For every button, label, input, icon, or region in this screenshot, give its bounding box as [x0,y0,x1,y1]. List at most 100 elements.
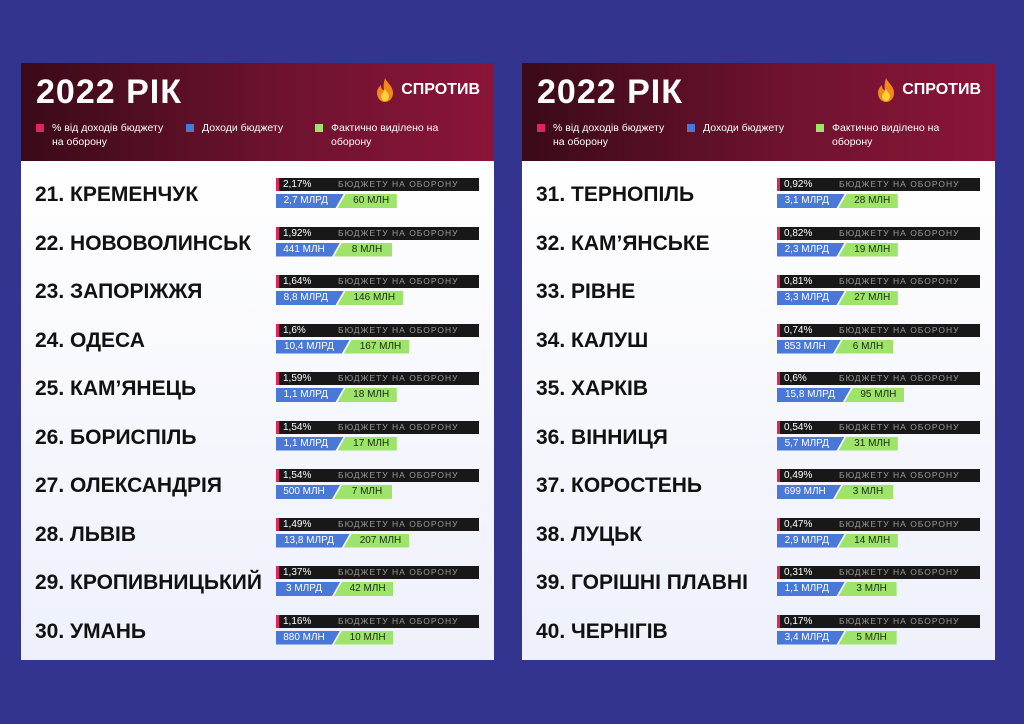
pct-marker [276,566,279,579]
income-bar: 1,1 МЛРД [276,437,344,451]
income-bar: 2,9 МЛРД [777,534,845,548]
defense-value: 167 МЛН [359,340,402,352]
budget-bars: 0,82% БЮДЖЕТУ НА ОБОРОНУ 2,3 МЛРД 19 МЛН [777,226,982,263]
budget-bars: 0,54% БЮДЖЕТУ НА ОБОРОНУ 5,7 МЛРД 31 МЛН [777,420,982,457]
defense-bar: 31 МЛН [838,436,898,451]
income-value: 5,7 МЛРД [784,437,829,449]
defense-bar: 8 МЛН [334,242,392,257]
brand-logo: СПРОТИВ [374,77,480,103]
defense-bar: 14 МЛН [838,533,898,548]
pct-bar-label: БЮДЖЕТУ НА ОБОРОНУ [839,470,960,480]
defense-value: 8 МЛН [351,243,383,255]
defense-value: 10 МЛН [349,631,386,643]
table-row: 31. ТЕРНОПІЛЬ 0,92% БЮДЖЕТУ НА ОБОРОНУ 3,1 … [522,178,995,222]
pct-marker [777,323,780,337]
pct-bar: 2,17% БЮДЖЕТУ НА ОБОРОНУ [276,178,479,191]
table-row: 21. КРЕМЕНЧУК 2,17% БЮДЖЕТУ НА ОБОРОНУ 2,7 … [21,178,494,222]
pct-marker [777,420,780,434]
defense-value: 31 МЛН [854,437,891,449]
legend-pct: % від доходів бюджету на оборону [36,121,176,149]
defense-value: 95 МЛН [860,389,897,400]
pct-value: 2,17% [283,179,312,190]
pct-bar: 0,92% БЮДЖЕТУ НА ОБОРОНУ [777,178,980,191]
legend-pct-label: % від доходів бюджету на оборону [553,122,665,148]
legend-pct-swatch [36,124,44,132]
pct-marker [276,178,279,191]
city-name: 39. ГОРІШНІ ПЛАВНІ [536,571,748,594]
table-row: 32. КАМ’ЯНСЬКЕ 0,82% БЮДЖЕТУ НА ОБОРОНУ 2,3… [522,226,995,271]
pct-marker [276,614,279,628]
budget-bars: 1,6% БЮДЖЕТУ НА ОБОРОНУ 10,4 МЛРД 167 МЛН [276,323,481,360]
income-value: 2,3 МЛРД [784,243,829,255]
table-row: 38. ЛУЦЬК 0,47% БЮДЖЕТУ НА ОБОРОНУ 2,9 МЛРД… [522,517,995,562]
pct-value: 0,49% [784,470,813,481]
budget-bars: 0,92% БЮДЖЕТУ НА ОБОРОНУ 3,1 МЛРД 28 МЛН [777,178,982,214]
city-name: 35. ХАРКІВ [536,377,649,400]
pct-bar-label: БЮДЖЕТУ НА ОБОРОНУ [839,421,960,432]
income-bar: 2,7 МЛРД [276,194,344,208]
budget-bars: 0,6% БЮДЖЕТУ НА ОБОРОНУ 15,8 МЛРД 95 МЛН [777,372,982,408]
table-row: 27. ОЛЕКСАНДРІЯ 1,54% БЮДЖЕТУ НА ОБОРОНУ 50… [21,469,494,513]
income-bar: 500 МЛН [276,485,340,499]
pct-bar-label: БЮДЖЕТУ НА ОБОРОНУ [839,227,960,238]
pct-value: 0,47% [784,518,813,530]
budget-bars: 0,81% БЮДЖЕТУ НА ОБОРОНУ 3,3 МЛРД 27 МЛН [777,275,982,311]
defense-bar: 6 МЛН [835,339,893,354]
budget-bars: 1,54% БЮДЖЕТУ НА ОБОРОНУ 1,1 МЛРД 17 МЛН [276,420,481,457]
defense-value: 19 МЛН [854,243,891,255]
income-value: 8,8 МЛРД [283,292,328,303]
budget-bars: 0,17% БЮДЖЕТУ НА ОБОРОНУ 3,4 МЛРД 5 МЛН [777,614,982,651]
table-row: 33. РІВНЕ 0,81% БЮДЖЕТУ НА ОБОРОНУ 3,3 МЛРД… [522,275,995,319]
income-bar: 8,8 МЛРД [276,291,344,305]
defense-value: 5 МЛН [856,631,887,643]
brand-name: СПРОТИВ [902,81,981,98]
city-name: 32. КАМ’ЯНСЬКЕ [536,231,710,255]
income-value: 853 МЛН [784,340,826,352]
table-row: 34. КАЛУШ 0,74% БЮДЖЕТУ НА ОБОРОНУ 853 МЛН 6… [522,323,995,368]
pct-value: 1,59% [283,373,312,384]
legend-defense-label: Фактично виділено на оборону [832,122,940,148]
legend-income: Доходи бюджету [687,121,817,135]
pct-bar-label: БЮДЖЕТУ НА ОБОРОНУ [338,324,459,335]
pct-bar-label: БЮДЖЕТУ НА ОБОРОНУ [338,470,459,480]
card-title: 2022 РІК [537,73,683,111]
pct-bar-label: БЮДЖЕТУ НА ОБОРОНУ [839,324,960,335]
table-row: 26. БОРИСПІЛЬ 1,54% БЮДЖЕТУ НА ОБОРОНУ 1,1 … [21,420,494,465]
defense-value: 6 МЛН [852,340,884,352]
pct-bar-label: БЮДЖЕТУ НА ОБОРОНУ [839,518,960,529]
defense-value: 14 МЛН [854,534,891,546]
income-bar: 5,7 МЛРД [777,437,845,451]
pct-bar-label: БЮДЖЕТУ НА ОБОРОНУ [338,567,459,577]
defense-value: 17 МЛН [353,437,390,449]
legend-defense-swatch [816,124,824,132]
city-name: 27. ОЛЕКСАНДРІЯ [35,474,222,497]
pct-bar: 0,54% БЮДЖЕТУ НА ОБОРОНУ [777,420,980,434]
table-row: 39. ГОРІШНІ ПЛАВНІ 0,31% БЮДЖЕТУ НА ОБОРОН… [522,566,995,610]
pct-bar: 1,16% БЮДЖЕТУ НА ОБОРОНУ [276,614,479,628]
legend-defense-label: Фактично виділено на оборону [331,122,439,148]
income-bar: 3,4 МЛРД [777,631,845,645]
defense-value: 18 МЛН [353,389,390,400]
city-name: 24. ОДЕСА [35,328,145,352]
pct-bar: 0,6% БЮДЖЕТУ НА ОБОРОНУ [777,372,980,385]
pct-marker [276,517,279,531]
city-name: 34. КАЛУШ [536,328,649,352]
budget-bars: 0,74% БЮДЖЕТУ НА ОБОРОНУ 853 МЛН 6 МЛН [777,323,982,360]
city-name: 38. ЛУЦЬК [536,522,643,546]
pct-value: 0,92% [784,179,813,190]
defense-bar: 19 МЛН [838,242,898,257]
pct-bar-label: БЮДЖЕТУ НА ОБОРОНУ [338,518,459,529]
brand-logo: СПРОТИВ [875,77,981,103]
city-name: 21. КРЕМЕНЧУК [35,183,199,206]
legend-defense: Фактично виділено на оборону [315,121,455,149]
pct-marker [777,517,780,531]
pct-value: 0,54% [784,421,813,433]
legend-income-swatch [186,124,194,132]
pct-bar-label: БЮДЖЕТУ НА ОБОРОНУ [338,179,459,189]
income-value: 3,4 МЛРД [784,631,829,643]
income-value: 13,8 МЛРД [283,534,334,546]
pct-bar: 0,49% БЮДЖЕТУ НА ОБОРОНУ [777,469,980,482]
income-bar: 3 МЛРД [276,582,340,596]
pct-value: 0,74% [784,324,813,336]
pct-value: 0,82% [784,227,813,239]
